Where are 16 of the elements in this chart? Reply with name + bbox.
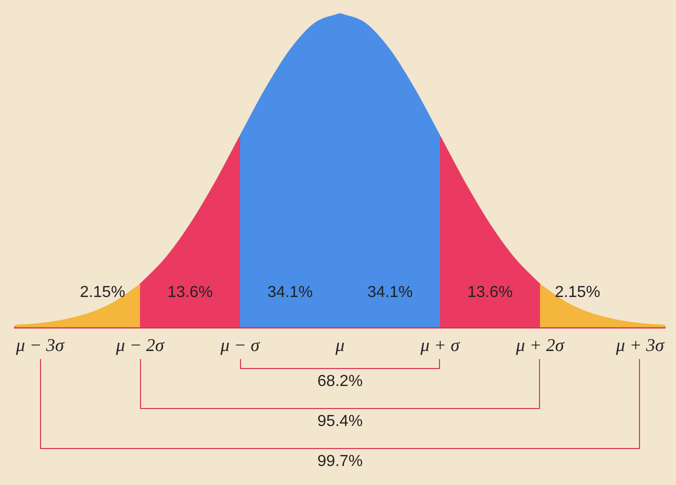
x-tick-label: μ + σ xyxy=(419,334,461,355)
series-label: 2.15% xyxy=(554,284,600,301)
series-label: 13.6% xyxy=(467,284,513,301)
x-tick-label: μ − 2σ xyxy=(114,334,166,355)
x-tick-label: μ − σ xyxy=(219,334,261,355)
series-label: 34.1% xyxy=(367,284,413,301)
series-label: 34.1% xyxy=(267,284,313,301)
x-tick-label: μ − 3σ xyxy=(14,334,66,355)
x-tick-label: μ + 3σ xyxy=(614,334,666,355)
series-label: 2.15% xyxy=(80,284,126,301)
text: 99.7% xyxy=(314,453,366,472)
x-tick-label: μ xyxy=(334,334,345,355)
text: 68.2% xyxy=(314,373,366,392)
x-tick-label: μ + 2σ xyxy=(514,334,566,355)
text: 95.4% xyxy=(314,413,366,432)
series-label: 13.6% xyxy=(167,284,213,301)
